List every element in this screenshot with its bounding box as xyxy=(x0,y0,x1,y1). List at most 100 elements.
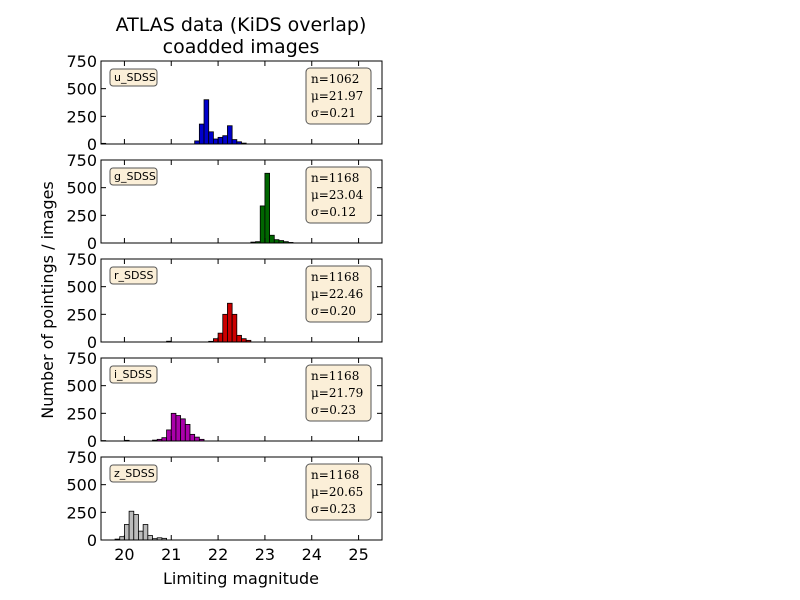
panel-frame xyxy=(100,258,383,343)
histogram-bar xyxy=(208,131,214,145)
y-tick-label: 0 xyxy=(87,333,97,352)
y-tick-label: 0 xyxy=(87,432,97,451)
y-tick-label: 250 xyxy=(66,305,97,324)
panels-group: 0 250 500 750 u_SDSS n=1062 μ=21.97 σ=0.21 0 250 5… xyxy=(66,52,383,550)
panel-frame xyxy=(100,357,383,442)
stats-line: μ=23.04 xyxy=(311,188,364,202)
stats-line: μ=20.65 xyxy=(311,485,363,499)
band-label-box xyxy=(109,266,158,285)
x-tick-label: 24 xyxy=(302,545,322,564)
panel-frame xyxy=(100,456,383,541)
x-axis-label: Limiting magnitude xyxy=(163,569,319,588)
band-label: z_SDSS xyxy=(114,467,155,480)
panel-frame xyxy=(100,60,383,145)
chart-title-line-1: ATLAS data (KiDS overlap) xyxy=(116,14,367,36)
histogram-bar xyxy=(217,332,224,343)
y-tick-label: 500 xyxy=(66,80,97,99)
panel-i_SDSS: 0 250 500 750 i_SDSS n=1168 μ=21.79 σ=0.23 xyxy=(66,349,383,451)
x-tick-label: 21 xyxy=(161,545,181,564)
stats-line: σ=0.21 xyxy=(311,106,356,120)
panel-frame xyxy=(100,159,383,244)
band-label-box xyxy=(109,464,158,483)
histogram-bar xyxy=(194,436,200,442)
x-tick-label: 23 xyxy=(255,545,275,564)
y-tick-label: 0 xyxy=(87,234,97,253)
stats-box xyxy=(305,364,372,422)
stats-box xyxy=(305,67,372,125)
x-axis-ticks: 20 21 22 23 24 25 xyxy=(114,545,369,564)
panel-g_SDSS: 0 250 500 750 g_SDSS n=1168 μ=23.04 σ=0.12 xyxy=(66,151,383,253)
histogram-bar xyxy=(231,139,238,145)
y-tick-label: 750 xyxy=(66,250,97,269)
y-tick-label: 750 xyxy=(66,448,97,467)
band-label-box xyxy=(109,167,158,186)
histogram-bar xyxy=(203,99,210,145)
band-label: u_SDSS xyxy=(114,71,156,84)
histogram-bar xyxy=(147,535,153,541)
y-tick-label: 750 xyxy=(66,151,97,170)
histogram-bar xyxy=(212,138,219,145)
panel-z_SDSS: 0 250 500 750 z_SDSS n=1168 μ=20.65 σ=0.23 xyxy=(66,448,383,550)
histogram-bar xyxy=(180,418,186,442)
histogram-bar xyxy=(198,123,205,145)
histogram-bar xyxy=(217,136,224,145)
histogram-bar xyxy=(124,524,130,541)
y-tick-label: 250 xyxy=(66,107,97,126)
histogram-bar xyxy=(236,334,242,343)
histogram-bar xyxy=(222,313,228,343)
y-tick-label: 500 xyxy=(66,377,97,396)
stats-line: n=1168 xyxy=(311,468,359,482)
stats-box xyxy=(305,265,372,323)
stats-line: μ=21.79 xyxy=(311,386,363,400)
stats-line: n=1062 xyxy=(311,72,359,86)
x-tick-label: 25 xyxy=(348,545,368,564)
stats-line: σ=0.20 xyxy=(311,304,356,318)
y-tick-label: 500 xyxy=(66,179,97,198)
histogram-bar xyxy=(231,313,238,343)
y-tick-label: 500 xyxy=(66,278,97,297)
histogram-bar xyxy=(128,510,135,541)
stats-line: μ=21.97 xyxy=(311,89,363,103)
stats-line: n=1168 xyxy=(311,369,359,383)
band-label: r_SDSS xyxy=(114,269,153,282)
y-tick-label: 750 xyxy=(66,52,97,71)
histogram-bar xyxy=(259,205,266,244)
stats-line: σ=0.12 xyxy=(311,205,356,219)
stats-line: n=1168 xyxy=(311,270,359,284)
stats-box xyxy=(305,166,372,224)
histogram-bar xyxy=(142,524,149,541)
x-tick-label: 22 xyxy=(208,545,228,564)
band-label: i_SDSS xyxy=(114,368,152,381)
histogram-bar xyxy=(227,302,233,343)
panel-r_SDSS: 0 250 500 750 r_SDSS n=1168 μ=22.46 σ=0.20 xyxy=(66,250,383,352)
y-axis-label: Number of pointings / images xyxy=(38,181,57,418)
y-tick-label: 0 xyxy=(87,135,97,154)
y-tick-label: 250 xyxy=(66,404,97,423)
y-tick-label: 0 xyxy=(87,531,97,550)
histogram-bar xyxy=(175,415,182,442)
histogram-bar xyxy=(227,125,233,145)
histogram-bar xyxy=(269,234,275,244)
stats-box xyxy=(305,463,372,521)
histogram-bar xyxy=(189,433,196,442)
stats-line: σ=0.23 xyxy=(311,403,356,417)
panel-u_SDSS: 0 250 500 750 u_SDSS n=1062 μ=21.97 σ=0.21 xyxy=(66,52,383,154)
histogram-bar xyxy=(222,135,228,145)
band-label-box xyxy=(109,68,158,87)
stats-line: μ=22.46 xyxy=(311,287,363,301)
band-label-box xyxy=(109,365,158,384)
y-tick-label: 250 xyxy=(66,503,97,522)
y-tick-label: 750 xyxy=(66,349,97,368)
stats-line: σ=0.23 xyxy=(311,502,356,516)
histogram-bar xyxy=(138,530,144,541)
x-tick-label: 20 xyxy=(114,545,134,564)
y-tick-label: 500 xyxy=(66,476,97,495)
histogram-bar xyxy=(166,429,172,442)
histogram-bar xyxy=(170,412,177,442)
band-label: g_SDSS xyxy=(114,170,156,183)
y-tick-label: 250 xyxy=(66,206,97,225)
histogram-bar xyxy=(264,172,270,244)
stats-line: n=1168 xyxy=(311,171,359,185)
histogram-bar xyxy=(184,423,191,442)
